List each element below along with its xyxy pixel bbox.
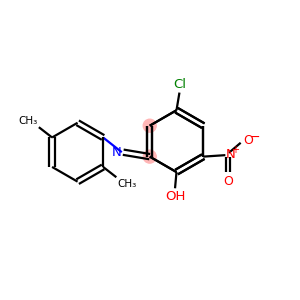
Text: OH: OH <box>165 190 185 203</box>
Circle shape <box>143 119 156 132</box>
Text: CH₃: CH₃ <box>118 179 137 189</box>
Text: N: N <box>226 148 236 161</box>
Text: O: O <box>224 175 233 188</box>
Text: N: N <box>112 146 122 159</box>
Circle shape <box>143 150 156 163</box>
Text: +: + <box>231 145 239 155</box>
Text: CH₃: CH₃ <box>18 116 38 126</box>
Text: Cl: Cl <box>173 78 187 91</box>
Text: O: O <box>243 134 253 147</box>
Text: −: − <box>250 131 260 144</box>
